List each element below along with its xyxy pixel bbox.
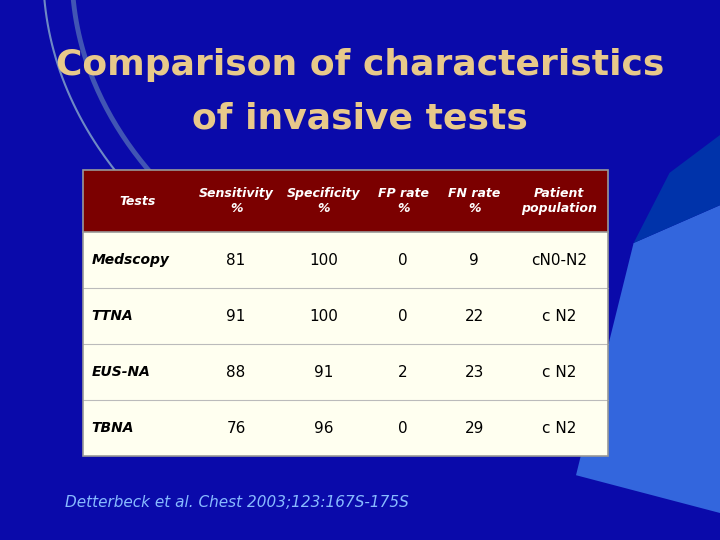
Text: cN0-N2: cN0-N2 [531,253,587,268]
Text: 81: 81 [227,253,246,268]
Text: 96: 96 [314,421,333,436]
Text: 100: 100 [310,253,338,268]
Bar [83,170,608,232]
Bar [83,170,608,456]
Text: Medscopy: Medscopy [91,253,169,267]
Text: c N2: c N2 [542,364,576,380]
Text: 0: 0 [398,309,408,324]
Text: FP rate
%: FP rate % [377,187,428,215]
Text: TBNA: TBNA [91,421,134,435]
Text: 2: 2 [398,364,408,380]
Text: Comparison of characteristics: Comparison of characteristics [56,48,664,82]
Text: 23: 23 [464,364,484,380]
Text: 0: 0 [398,253,408,268]
Text: 29: 29 [464,421,484,436]
Text: Patient
population: Patient population [521,187,597,215]
Text: 100: 100 [310,309,338,324]
Text: FN rate
%: FN rate % [448,187,500,215]
Text: of invasive tests: of invasive tests [192,102,528,136]
Text: 76: 76 [226,421,246,436]
Text: EUS-NA: EUS-NA [91,365,150,379]
Text: Tests: Tests [120,194,156,208]
Text: Specificity
%: Specificity % [287,187,361,215]
Text: c N2: c N2 [542,309,576,324]
Polygon shape [634,135,720,243]
Text: 88: 88 [227,364,246,380]
Text: 91: 91 [314,364,333,380]
Text: Sensitivity
%: Sensitivity % [199,187,274,215]
Text: c N2: c N2 [542,421,576,436]
Polygon shape [576,205,720,513]
Text: 22: 22 [464,309,484,324]
Text: 9: 9 [469,253,479,268]
Text: 0: 0 [398,421,408,436]
Text: 91: 91 [226,309,246,324]
Text: Detterbeck et al. Chest 2003;123:167S-175S: Detterbeck et al. Chest 2003;123:167S-17… [65,495,408,510]
Text: TTNA: TTNA [91,309,133,323]
Bar [83,170,608,456]
